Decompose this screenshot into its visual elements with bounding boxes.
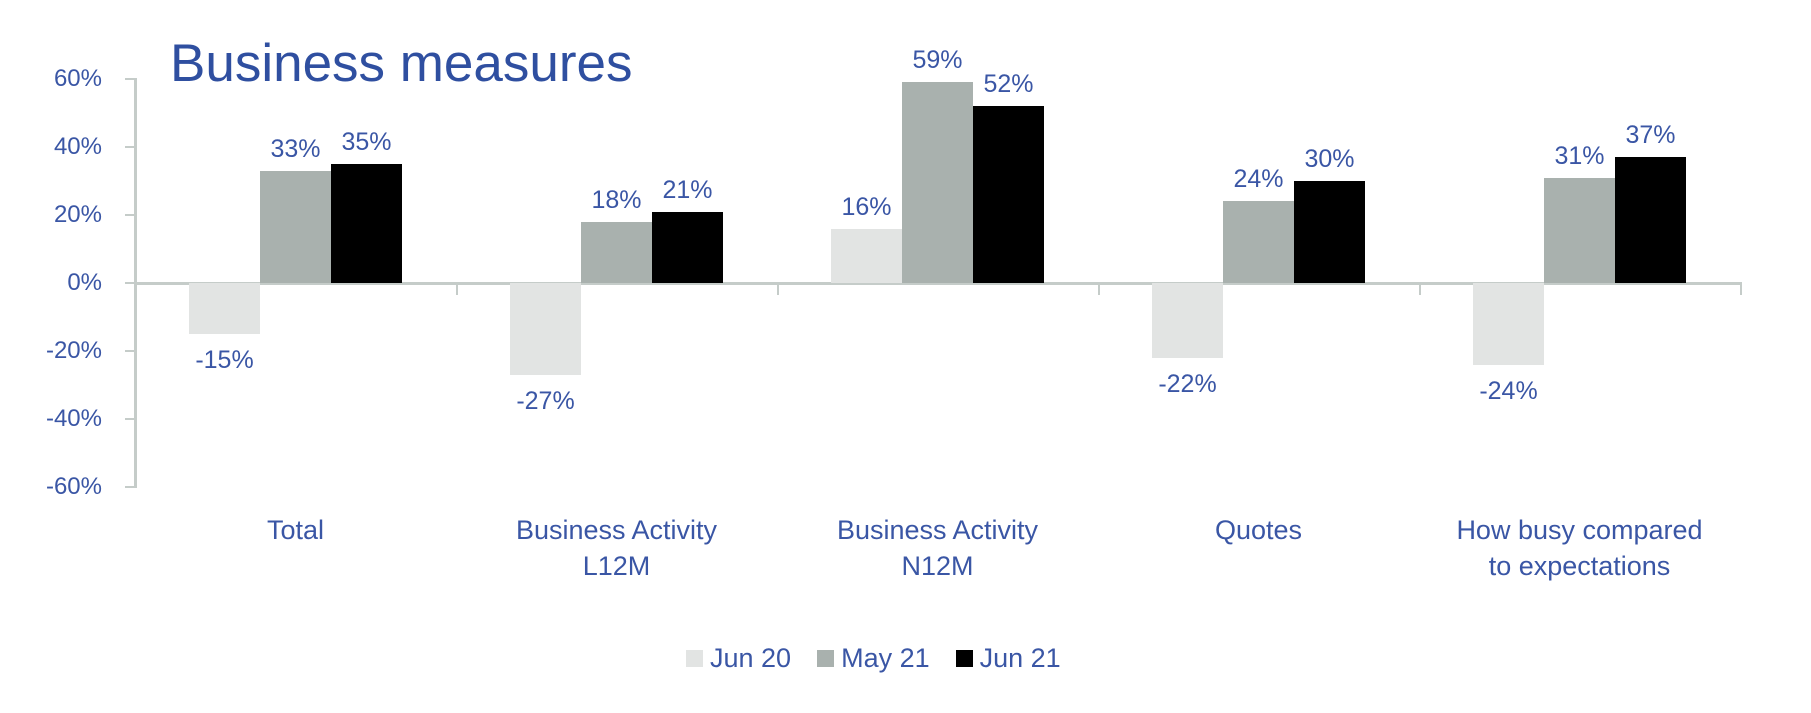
category-label-line: to expectations: [1488, 551, 1671, 581]
data-label: 33%: [270, 134, 321, 163]
data-label: -22%: [1158, 369, 1217, 398]
category-label-line: Total: [266, 515, 325, 545]
data-label: -27%: [516, 386, 575, 415]
bar-may-21: [260, 170, 331, 283]
category-label-line: N12M: [901, 551, 974, 581]
y-axis-tick-label: -40%: [45, 405, 102, 432]
data-label: 18%: [591, 185, 642, 214]
data-label: -15%: [195, 346, 254, 374]
category-label-line: Business Activity: [515, 515, 718, 545]
bar-may-21: [1544, 177, 1615, 283]
x-axis-category-label: Business Activity N12M: [777, 512, 1098, 584]
x-axis-category-label: Business Activity L12M: [456, 512, 777, 584]
data-label: 21%: [662, 175, 713, 204]
data-label: 59%: [912, 46, 963, 75]
bar-jun-21: [331, 164, 402, 283]
data-label: 30%: [1304, 145, 1355, 173]
y-axis-tick: [125, 350, 135, 352]
data-label: 31%: [1554, 141, 1605, 170]
legend-item-jun-20: Jun 20: [686, 642, 791, 674]
x-axis-category-label: Quotes: [1098, 512, 1419, 548]
legend-swatch-icon: [686, 649, 703, 667]
x-axis-tick: [777, 283, 779, 295]
bar-jun-20: [510, 283, 581, 375]
x-axis-category-label: How busy compared to expectations: [1419, 512, 1740, 584]
y-axis-tick: [125, 282, 135, 284]
legend-swatch-icon: [955, 649, 973, 667]
y-axis-tick-label: -60%: [45, 473, 102, 500]
x-axis-tick: [1098, 283, 1100, 295]
legend-label: Jun 20: [710, 643, 792, 673]
legend-item-may-21: May 21: [817, 642, 930, 674]
bar-jun-20: [831, 228, 902, 283]
bar-may-21: [1223, 201, 1294, 283]
legend: Jun 20 May 21 Jun 21: [686, 642, 1061, 674]
y-axis-tick-label: 60%: [53, 65, 102, 92]
data-label: 52%: [983, 70, 1034, 99]
x-axis-category-label: Total: [135, 512, 456, 548]
y-axis-tick: [125, 78, 135, 80]
y-axis-tick-label: 40%: [53, 133, 102, 160]
y-axis-tick: [125, 146, 135, 148]
bar-jun-20: [1473, 283, 1544, 365]
y-axis-tick: [125, 418, 135, 420]
bar-may-21: [902, 82, 973, 283]
legend-swatch-icon: [817, 649, 835, 667]
y-axis-tick-label: -20%: [45, 337, 102, 364]
legend-item-jun-21: Jun 21: [955, 642, 1061, 674]
y-axis-tick: [125, 214, 135, 216]
data-label: 24%: [1233, 165, 1284, 194]
chart-title: Business measures: [170, 34, 633, 93]
bar-jun-21: [973, 106, 1044, 283]
x-axis-tick: [456, 283, 458, 295]
y-axis-tick: [125, 486, 135, 488]
y-axis-tick-label: 20%: [53, 201, 102, 228]
bar-jun-21: [1294, 181, 1365, 283]
category-label-line: Business Activity: [836, 515, 1039, 545]
bar-jun-21: [1615, 157, 1686, 283]
data-label: 37%: [1625, 121, 1676, 150]
bar-jun-21: [652, 211, 723, 283]
x-axis-line: [135, 282, 1742, 285]
x-axis-tick: [1419, 283, 1421, 295]
data-label: 16%: [841, 192, 892, 221]
x-axis-tick: [135, 283, 137, 295]
bar-jun-20: [189, 283, 260, 334]
y-axis-tick-label: 0%: [67, 269, 102, 296]
legend-label: May 21: [841, 643, 930, 673]
x-axis-tick: [1740, 283, 1742, 295]
category-label-line: L12M: [582, 551, 651, 581]
legend-label: Jun 21: [979, 643, 1061, 673]
category-label-line: How busy compared: [1456, 515, 1703, 545]
data-label: 35%: [341, 128, 392, 156]
data-label: -24%: [1479, 376, 1538, 405]
category-label-line: Quotes: [1214, 515, 1303, 545]
bar-jun-20: [1152, 283, 1223, 358]
bar-may-21: [581, 221, 652, 283]
